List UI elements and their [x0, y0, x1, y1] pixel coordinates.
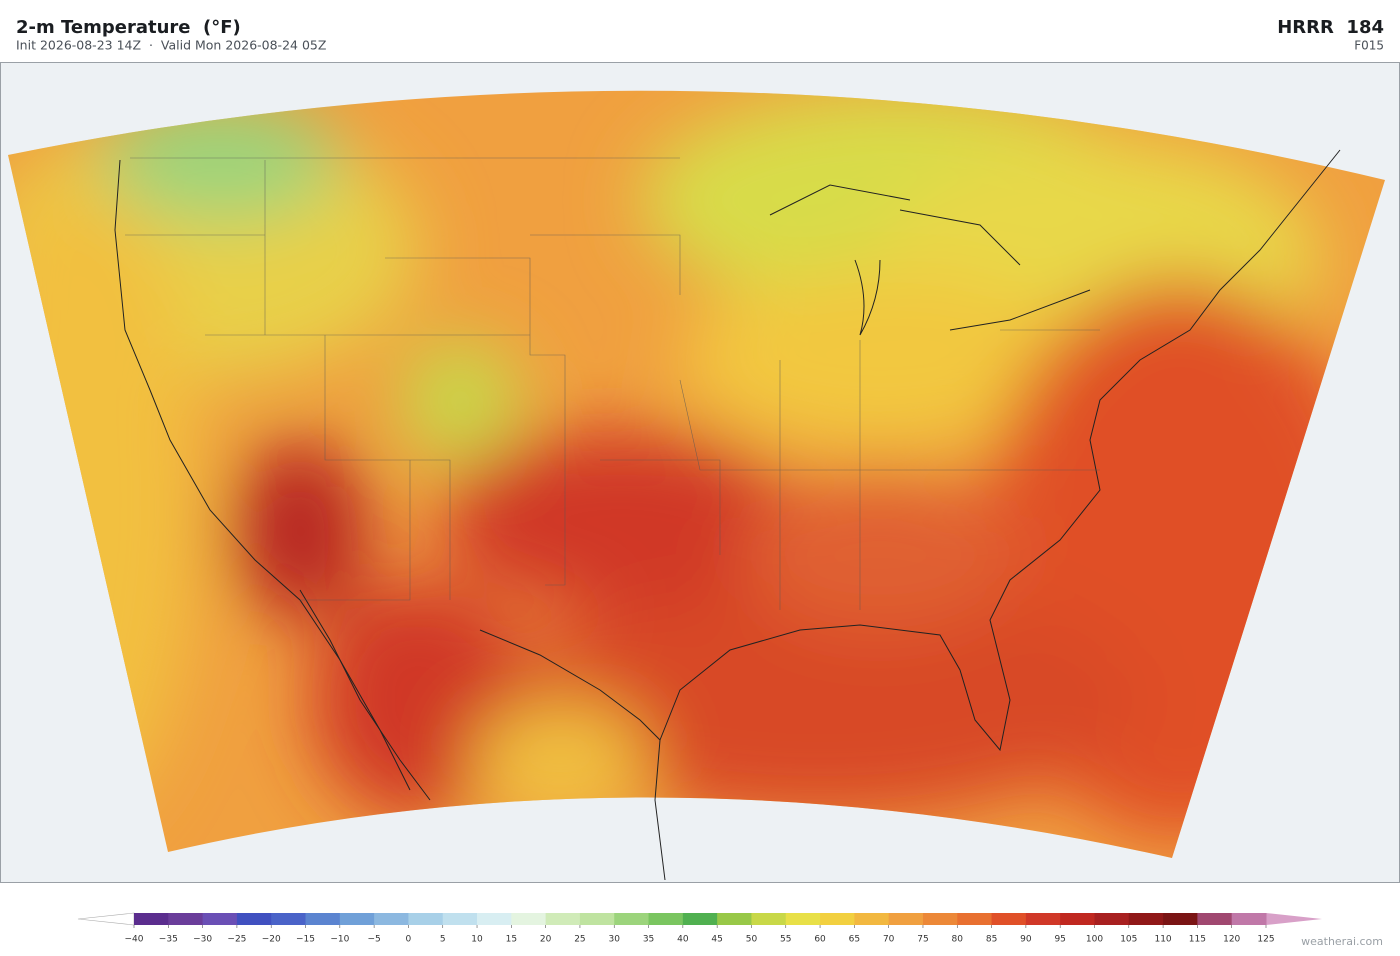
title: 2-m Temperature (°F) [16, 17, 241, 38]
colorbar-tick-label: 115 [1189, 935, 1206, 945]
colorbar-tick-label: 25 [574, 935, 585, 945]
colorbar-tick-label: 65 [849, 935, 860, 945]
temperature-field [8, 90, 1385, 858]
colorbar-segment [1060, 913, 1095, 925]
colorbar-segment [991, 913, 1027, 925]
colorbar-tick-label: 50 [746, 935, 758, 945]
colorbar-tick-label: 75 [917, 935, 928, 945]
colorbar-segment [511, 913, 547, 925]
colorbar-under [77, 912, 135, 926]
credit: weatherai.com [1301, 935, 1383, 948]
colorbar-tick-label: 80 [952, 935, 964, 945]
colorbar-segment [579, 913, 615, 925]
colorbar-segment [682, 913, 718, 925]
colorbar-segment [751, 913, 787, 925]
colorbar-tick-label: −25 [227, 935, 246, 945]
colorbar-tick-label: 85 [986, 935, 997, 945]
colorbar-tick-label: 90 [1020, 935, 1032, 945]
colorbar-tick-label: 55 [780, 935, 791, 945]
colorbar-segment [202, 913, 238, 925]
colorbar-tick-label: 20 [540, 935, 552, 945]
coastlines [114, 149, 1341, 881]
colorbar-segment [888, 913, 924, 925]
colorbar-segment [339, 913, 375, 925]
colorbar-segment [820, 913, 855, 925]
colorbar-segment [854, 913, 890, 925]
colorbar-over [1266, 913, 1322, 925]
colorbar-segment [1197, 913, 1233, 925]
colorbar-segment [442, 913, 478, 925]
colorbar-segment [1231, 913, 1267, 925]
colorbar-segment [717, 913, 752, 925]
colorbar-tick-label: 5 [440, 935, 446, 945]
colorbar-tick-label: 60 [814, 935, 826, 945]
colorbar-tick-label: 100 [1086, 935, 1103, 945]
colorbar-tick-label: −35 [159, 935, 178, 945]
colorbar-tick-label: 0 [406, 935, 412, 945]
colorbar: −40 −35 −30 −25 −20 −15 −10 −5 0 5 10 15 20 25 30 35 40 4… [77, 912, 1322, 945]
colorbar-tick-label: 40 [677, 935, 689, 945]
state-borders [125, 157, 1100, 610]
colorbar-tick-label: 35 [643, 935, 654, 945]
colorbar-segment [374, 913, 409, 925]
colorbar-segment [614, 913, 650, 925]
colorbar-segment [648, 913, 684, 925]
colorbar-segment [271, 913, 307, 925]
colorbar-segment [168, 913, 204, 925]
colorbar-tick-label: 70 [883, 935, 895, 945]
colorbar-segment [785, 913, 821, 925]
colorbar-segment [1128, 913, 1164, 925]
colorbar-tick-label: 15 [506, 935, 517, 945]
model-name: HRRR 184 [1277, 17, 1384, 38]
colorbar-tick-label: −30 [193, 935, 212, 945]
colorbar-tick-label: 45 [711, 935, 722, 945]
colorbar-tick-label: 30 [609, 935, 621, 945]
colorbar-segment [922, 913, 958, 925]
forecast-hour: F015 [1354, 39, 1384, 53]
colorbar-tick-label: −15 [296, 935, 315, 945]
colorbar-tick-label: 95 [1054, 935, 1065, 945]
colorbar-segment [1094, 913, 1130, 925]
colorbar-segment [134, 913, 169, 925]
colorbar-tick-label: 125 [1257, 935, 1274, 945]
colorbar-segment [408, 913, 444, 925]
colorbar-tick-label: 120 [1223, 935, 1240, 945]
subtitle: Init 2026-08-23 14Z · Valid Mon 2026-08-… [16, 38, 326, 53]
colorbar-segment [1025, 913, 1061, 925]
colorbar-tick-label: 10 [471, 935, 483, 945]
colorbar-tick-label: 110 [1154, 935, 1171, 945]
colorbar-tick-label: −20 [262, 935, 281, 945]
colorbar-tick-label: −10 [330, 935, 349, 945]
colorbar-segment [236, 913, 272, 925]
colorbar-segment [957, 913, 993, 925]
colorbar-segment [477, 913, 512, 925]
colorbar-segment [545, 913, 581, 925]
colorbar-segment [305, 913, 341, 925]
colorbar-tick-label: −5 [367, 935, 380, 945]
colorbar-segment [1163, 913, 1198, 925]
colorbar-tick-label: −40 [125, 935, 144, 945]
colorbar-tick-label: 105 [1120, 935, 1137, 945]
